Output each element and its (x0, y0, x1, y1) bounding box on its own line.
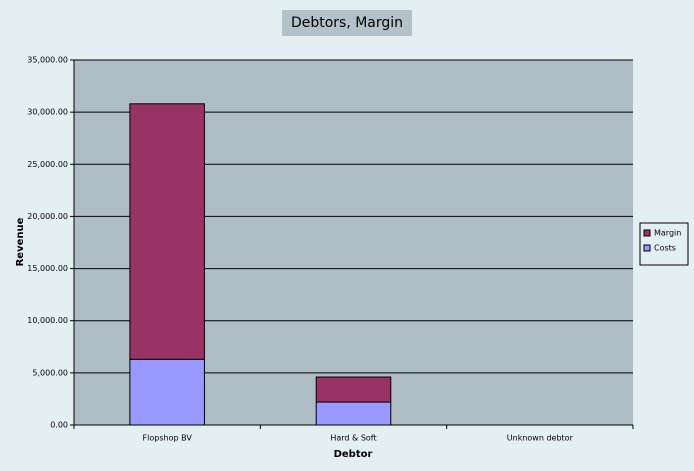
legend-swatch (643, 244, 651, 252)
chart-title: Debtors, Margin (291, 15, 403, 31)
y-tick-label: 10,000.00 (27, 316, 68, 325)
title-box (282, 10, 412, 36)
legend-swatch (643, 229, 651, 237)
y-axis-title: Revenue (15, 217, 26, 266)
y-tick-label: 30,000.00 (27, 108, 68, 117)
y-tick-label: 0.00 (50, 421, 68, 430)
x-axis-title: Debtor (334, 449, 373, 460)
legend-label: Margin (654, 229, 681, 238)
bar-segment (129, 358, 205, 426)
y-tick-label: 35,000.00 (27, 56, 68, 65)
legend-label: Costs (654, 244, 676, 253)
y-tick-label: 20,000.00 (27, 212, 68, 221)
y-tick-label: 5,000.00 (32, 368, 68, 377)
x-tick-label: Flopshop BV (143, 434, 193, 443)
y-tick-label: 25,000.00 (27, 160, 68, 169)
x-tick-label: Unknown debtor (507, 434, 574, 443)
bar-segment (315, 376, 392, 403)
x-tick-label: Hard & Soft (330, 434, 376, 443)
bar-segment (129, 103, 205, 360)
y-tick-label: 15,000.00 (27, 264, 68, 273)
bar-segment (315, 401, 392, 426)
